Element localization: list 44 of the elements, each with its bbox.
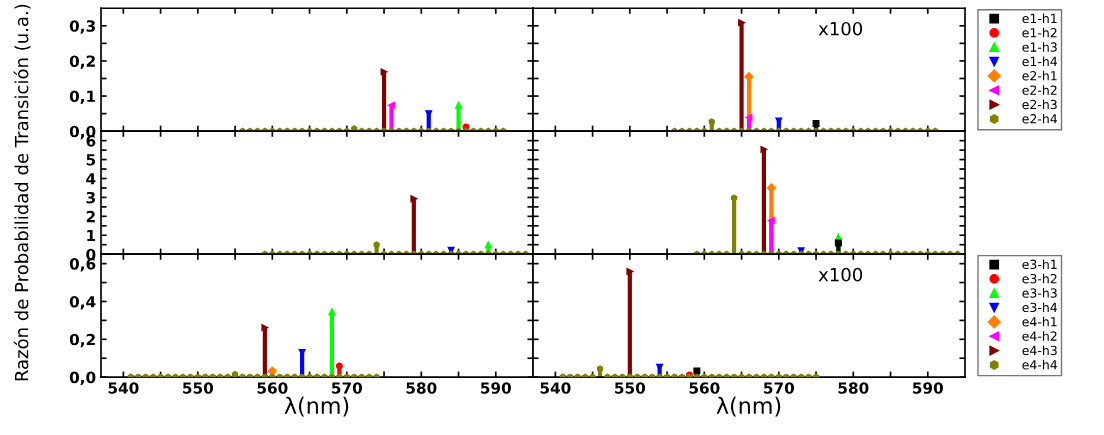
- annotation: x100: [818, 21, 863, 36]
- legend-label: e3-h4: [1022, 302, 1058, 313]
- legend-label: e3-h1: [1022, 259, 1057, 270]
- x-tick-label: 580: [406, 382, 437, 394]
- legend-label: e2-h2: [1022, 85, 1057, 95]
- legend-label: e4-h3: [1022, 345, 1057, 356]
- legend-label: e4-h1: [1022, 316, 1057, 327]
- x-tick-label: 560: [257, 382, 288, 394]
- x-tick-label: 570: [764, 382, 795, 394]
- x-tick-label: 550: [183, 382, 214, 394]
- x-tick-label: 540: [108, 382, 139, 394]
- x-tick-label: 580: [838, 382, 869, 394]
- legend-label: e1-h3: [1022, 42, 1057, 52]
- y-tick-label: 3: [86, 191, 95, 204]
- y-tick-label: 1: [87, 229, 96, 242]
- annotation: x100: [818, 267, 863, 282]
- x-tick-label: 590: [913, 382, 943, 394]
- x-tick-label: 590: [481, 382, 511, 394]
- legend-label: e3-h3: [1022, 288, 1057, 298]
- x-tick-label: 570: [332, 382, 363, 394]
- y-axis-title: Razón de Probabilidad de Transición (u.a.): [13, 4, 31, 381]
- x-axis-title: λ(nm): [716, 396, 781, 417]
- y-tick-label: 2: [86, 210, 95, 223]
- legend-label: e3-h2: [1022, 273, 1057, 284]
- x-tick-label: 550: [615, 382, 646, 394]
- y-tick-label: 0,4: [69, 295, 96, 310]
- y-tick-label: 0,2: [69, 333, 95, 348]
- x-tick-label: 540: [540, 382, 571, 394]
- legend-label: e2-h1: [1022, 70, 1057, 81]
- legend-label: e4-h2: [1022, 331, 1057, 341]
- legend-label: e4-h4: [1022, 359, 1058, 370]
- legend-label: e2-h4: [1022, 113, 1058, 124]
- y-tick-label: 0,1: [69, 90, 96, 105]
- legend-label: e1-h1: [1022, 13, 1057, 24]
- y-tick-label: 0,0: [69, 371, 96, 386]
- legend-label: e1-h2: [1022, 27, 1057, 38]
- y-tick-label: 0,3: [69, 20, 95, 34]
- y-tick-label: 0,2: [69, 55, 95, 69]
- legend-label: e1-h4: [1022, 56, 1058, 67]
- x-tick-label: 560: [689, 382, 720, 394]
- y-tick-label: 4: [86, 173, 96, 185]
- legend-label: e2-h3: [1022, 99, 1057, 110]
- y-tick-label: 5: [86, 154, 96, 166]
- x-axis-title: λ(nm): [284, 396, 349, 417]
